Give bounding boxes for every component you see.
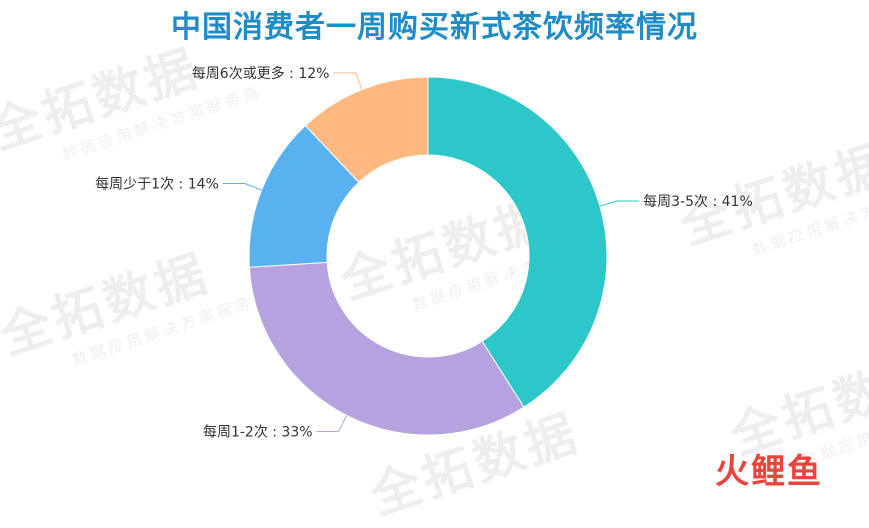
label-leader-line: [222, 182, 262, 191]
donut-slice: [304, 76, 429, 184]
label-leader-line: [316, 415, 348, 433]
label-leader-line: [333, 72, 363, 90]
donut-slice: [427, 76, 608, 408]
donut-slice: [248, 261, 525, 436]
logo-text: 火鲤鱼: [715, 452, 823, 492]
label-leader-line: [599, 200, 640, 207]
slice-label: 每周少于1次 : 14%: [95, 176, 219, 192]
donut-chart: 每周3-5次 : 41% 每周1-2次 : 33% 每周少于1次 : 14% 每周6次…: [95, 65, 753, 441]
slice-label: 每周3-5次 : 41%: [643, 194, 753, 210]
chart-title: 中国消费者一周购买新式茶饮频率情况: [171, 10, 698, 45]
logo: 火鲤鱼: [715, 444, 823, 493]
slice-label: 每周1-2次 : 33%: [203, 425, 313, 441]
slice-label: 每周6次或更多 : 12%: [192, 65, 330, 82]
